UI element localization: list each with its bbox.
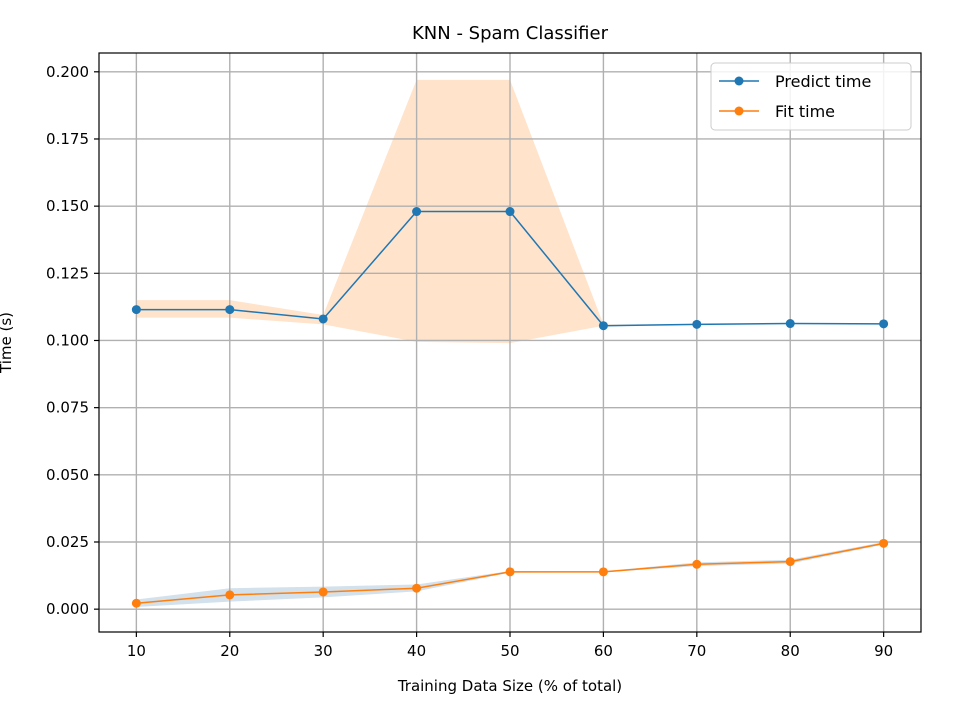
y-tick-label: 0.200 [46,63,89,81]
y-tick-label: 0.150 [46,197,89,215]
y-axis-label: Time (s) [0,312,15,374]
x-axis-ticks: 10 20 30 40 50 60 70 80 90 [127,632,893,660]
y-tick-label: 0.000 [46,600,89,618]
legend-label-series-1: Predict time [775,72,871,91]
point-series-1 [785,319,795,329]
point-series-2 [412,583,422,593]
point-series-2 [692,559,702,569]
point-series-1 [131,305,141,315]
point-series-2 [505,567,515,577]
x-tick-label: 40 [407,642,426,660]
y-tick-label: 0.125 [46,264,89,282]
legend: Predict time Fit time [710,62,912,131]
legend-box [710,62,912,131]
x-tick-label: 80 [781,642,800,660]
legend-label-series-2: Fit time [775,102,835,121]
point-series-2 [225,590,235,600]
x-tick-label: 50 [500,642,519,660]
legend-marker-series-1 [734,76,744,86]
point-series-1 [412,207,422,217]
y-axis-ticks: 0.000 0.025 0.050 0.075 0.100 0.125 0.150 0.175… [46,63,99,618]
point-series-1 [879,319,889,329]
point-series-2 [598,567,608,577]
point-series-1 [505,207,515,217]
x-axis-label: Training Data Size (% of total) [397,677,622,695]
x-tick-label: 10 [127,642,146,660]
x-tick-label: 20 [220,642,239,660]
point-series-2 [131,598,141,608]
point-series-1 [225,305,235,315]
y-tick-label: 0.175 [46,130,89,148]
legend-marker-series-2 [734,106,744,116]
point-series-1 [318,314,328,324]
point-series-1 [598,321,608,331]
series-points [131,207,889,608]
y-tick-label: 0.025 [46,533,89,551]
x-tick-label: 60 [594,642,613,660]
x-tick-label: 70 [687,642,706,660]
point-series-2 [785,557,795,567]
y-tick-label: 0.050 [46,466,89,484]
y-tick-label: 0.100 [46,331,89,349]
point-series-1 [692,319,702,329]
chart-title: KNN - Spam Classifier [412,23,609,44]
y-tick-label: 0.075 [46,399,89,417]
grid-lines [99,53,921,632]
point-series-2 [879,538,889,548]
point-series-2 [318,587,328,597]
x-tick-label: 90 [874,642,893,660]
x-tick-label: 30 [314,642,333,660]
